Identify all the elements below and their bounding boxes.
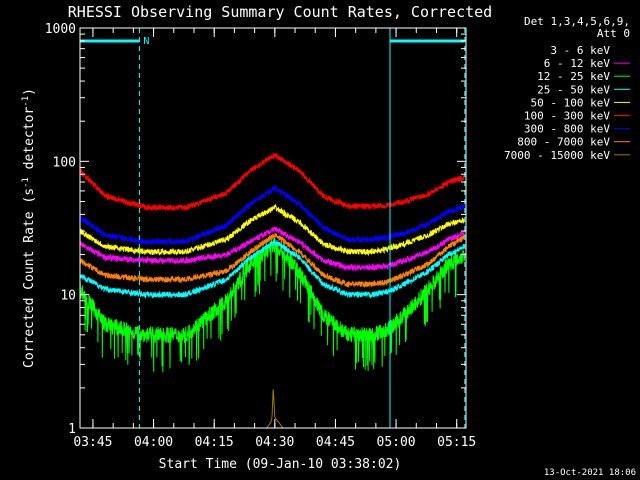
x-tick-label: 04:00 — [134, 435, 173, 450]
legend-label: 800 - 7000 keV — [517, 136, 610, 149]
x-tick-label: 04:45 — [316, 435, 355, 450]
series-line — [79, 203, 465, 257]
axes: 1 10 100 1000 03:45 04:00 04:15 04:30 04:45 05:00… — [45, 22, 477, 450]
x-tick-label: 05:15 — [437, 435, 476, 450]
legend-header-line-2: Att 0 — [597, 27, 630, 40]
series-line — [79, 152, 466, 212]
chart-title: RHESSI Observing Summary Count Rates, Co… — [68, 3, 492, 21]
y-tick-label: 100 — [53, 155, 76, 170]
legend-label: 7000 - 15000 keV — [504, 149, 610, 162]
x-tick-label: 05:00 — [377, 435, 416, 450]
series-line — [79, 232, 466, 289]
y-tick-label: 1 — [68, 422, 76, 437]
series-layer — [79, 152, 466, 429]
legend-label: 300 - 800 keV — [524, 123, 610, 136]
marker-layer: N — [80, 28, 466, 428]
legend-header-line-1: Det 1,3,4,5,6,9, — [524, 15, 630, 28]
series-line — [79, 237, 466, 300]
series-line — [79, 185, 466, 246]
y-tick-label: 1000 — [45, 22, 76, 37]
y-axis-label: Corrected Count Rate (s-1 detector-1) — [21, 88, 37, 368]
x-tick-label: 04:15 — [195, 435, 234, 450]
x-tick-label: 04:30 — [255, 435, 294, 450]
plot-frame — [79, 27, 467, 429]
legend-label: 6 - 12 keV — [544, 57, 611, 70]
legend-label: 25 - 50 keV — [537, 83, 610, 96]
footer-timestamp: 13-Oct-2021 18:06 — [544, 468, 636, 478]
legend-label: 3 - 6 keV — [550, 44, 610, 57]
series-line — [79, 226, 466, 272]
legend-label: 12 - 25 keV — [537, 70, 610, 83]
legend-label: 100 - 300 keV — [524, 110, 610, 123]
legend-label: 50 - 100 keV — [531, 96, 611, 109]
x-axis-label: Start Time (09-Jan-10 03:38:02) — [159, 457, 402, 472]
y-tick-label: 10 — [60, 289, 76, 304]
series-line — [266, 389, 284, 429]
x-tick-label: 03:45 — [73, 435, 112, 450]
series-line — [79, 237, 466, 373]
attenuator-label: N — [143, 36, 149, 47]
